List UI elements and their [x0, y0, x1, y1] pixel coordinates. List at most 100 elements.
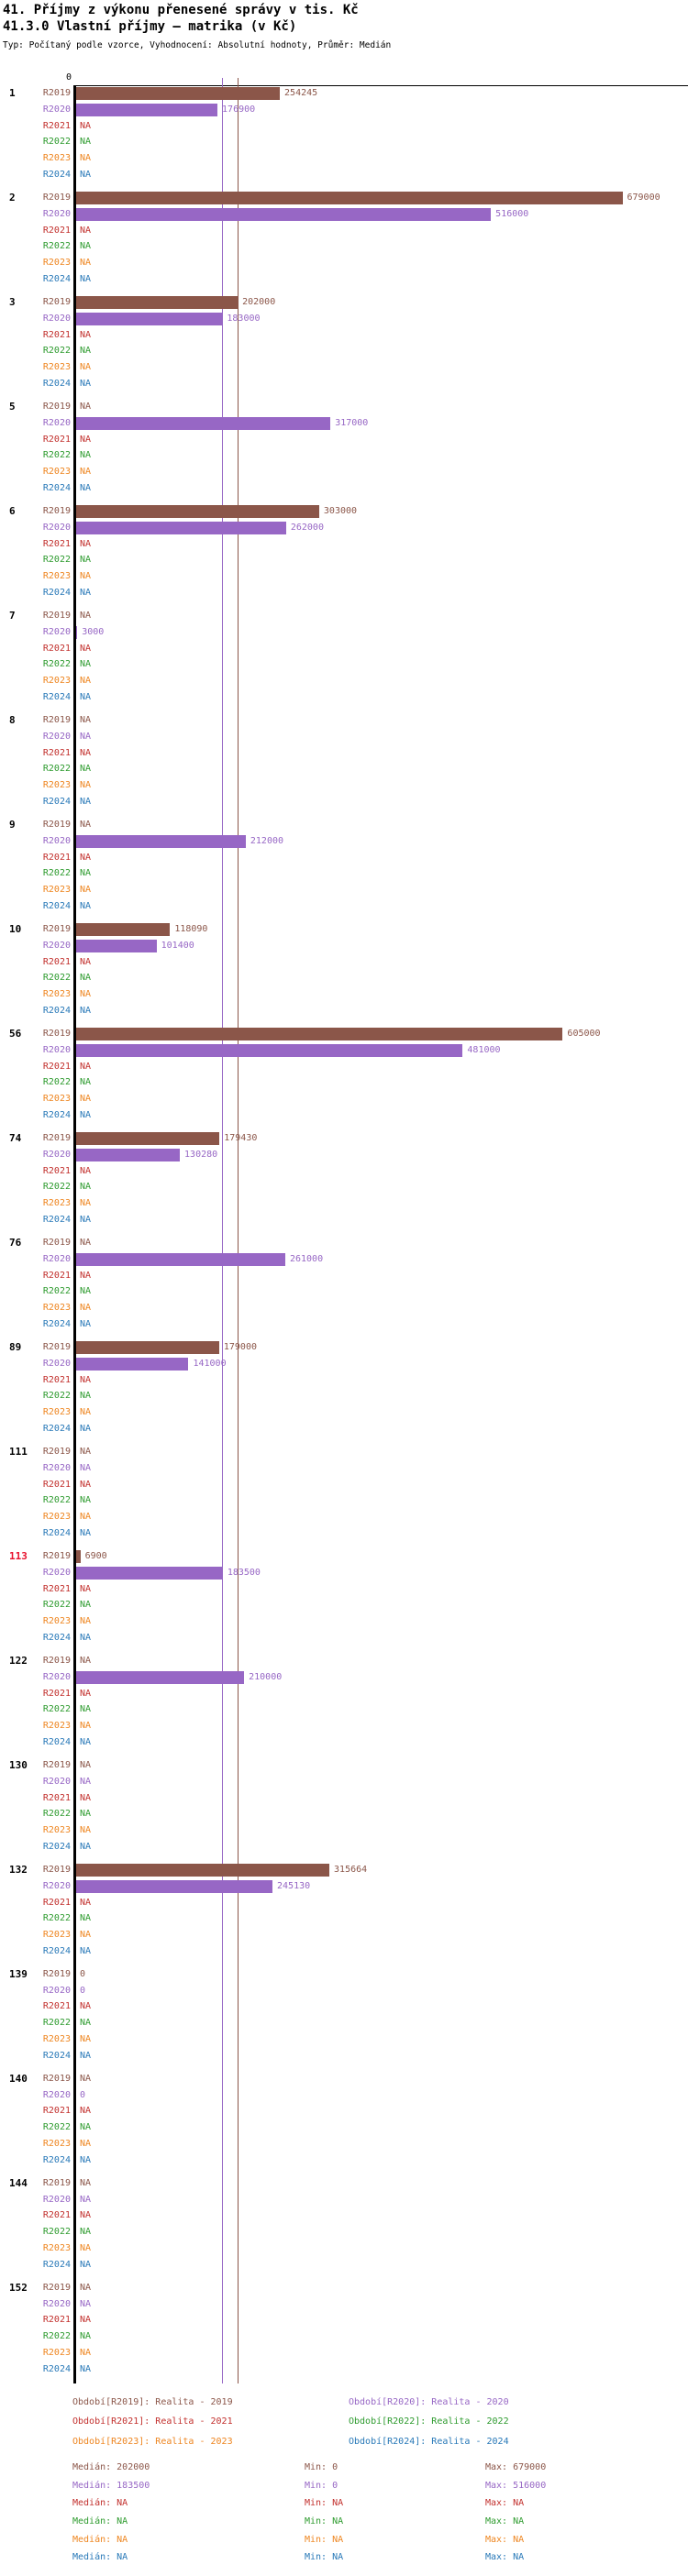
chart-row: R2021 NA [0, 1477, 688, 1493]
chart-row: R2023 NA [0, 1404, 688, 1421]
row-year-label: R2022 [42, 659, 71, 670]
row-year-label: R2024 [42, 796, 71, 807]
na-label: NA [80, 1165, 92, 1176]
value-label: 176900 [222, 105, 256, 116]
chart-row: R2024 NA [0, 1943, 688, 1960]
row-year-label: R2019 [42, 1656, 71, 1667]
value-label: 130280 [184, 1149, 218, 1160]
median-line-r2020 [222, 77, 224, 2383]
stats-row-r2021: Medián: NA Min: NA Max: NA [72, 2494, 660, 2513]
group: 6 R2019 303000 R2020 262000 R2021 NA R2022 NA R20… [0, 503, 688, 600]
row-year-label: R2024 [42, 1005, 71, 1016]
group: 132 R2019 315664 R2020 245130 R2021 NA R2022 NA R… [0, 1862, 688, 1959]
chart-row: R2020 212000 [0, 833, 688, 850]
row-year-label: R2022 [42, 2227, 71, 2238]
legend-item-r2020: Období[R2020]: Realita - 2020 [349, 2397, 509, 2407]
value-bar [76, 1550, 81, 1564]
group: 111 R2019 NA R2020 NA R2021 NA R2022 NA R2023 NA R2… [0, 1444, 688, 1541]
chart-row: R2019 NA [0, 1444, 688, 1460]
chart-row: R2021 NA [0, 1998, 688, 2015]
chart-row: R2020 481000 [0, 1042, 688, 1059]
value-label: 141000 [193, 1358, 227, 1369]
group: 74 R2019 179430 R2020 130280 R2021 NA R2022 NA R2… [0, 1130, 688, 1227]
row-year-label: R2024 [42, 2259, 71, 2270]
na-label: NA [80, 1109, 92, 1120]
value-bar [76, 834, 246, 848]
chart-row: R2024 NA [0, 794, 688, 810]
value-label: 212000 [250, 835, 284, 846]
row-year-label: R2023 [42, 780, 71, 791]
group: 130 R2019 NA R2020 NA R2021 NA R2022 NA R2023 NA R2… [0, 1757, 688, 1855]
value-label: 183500 [227, 1567, 261, 1578]
chart-row: R2022 NA [0, 1597, 688, 1613]
row-year-label: R2020 [42, 1253, 71, 1264]
na-label: NA [80, 1423, 92, 1434]
chart-row: R2024 NA [0, 271, 688, 288]
chart-type-note: Typ: Počítaný podle vzorce, Vyhodnocení:… [3, 40, 392, 50]
na-label: NA [80, 2122, 92, 2133]
row-year-label: R2022 [42, 1704, 71, 1715]
na-label: NA [80, 362, 92, 373]
row-year-label: R2019 [42, 1447, 71, 1458]
row-year-label: R2024 [42, 691, 71, 702]
na-label: NA [80, 611, 92, 622]
value-bar [76, 923, 171, 937]
value-bar [76, 207, 492, 221]
row-year-label: R2019 [42, 1133, 71, 1144]
row-year-label: R2020 [42, 1776, 71, 1787]
na-label: NA [80, 1462, 92, 1473]
row-year-label: R2020 [42, 1462, 71, 1473]
page-subtitle: 41.3.0 Vlastní příjmy – matrika (v Kč) [3, 19, 297, 34]
group: 1 R2019 254245 R2020 176900 R2021 NA R2022 NA R20… [0, 85, 688, 182]
group: 144 R2019 NA R2020 NA R2021 NA R2022 NA R2023 NA R2… [0, 2175, 688, 2273]
na-label: NA [80, 731, 92, 742]
row-year-label: R2021 [42, 329, 71, 340]
group-number: 130 [9, 1759, 28, 1772]
value-label: 245130 [277, 1880, 311, 1891]
chart-row: R2019 0 [0, 1966, 688, 1983]
chart-row: R2020 NA [0, 1460, 688, 1477]
na-label: NA [80, 1391, 92, 1402]
row-year-label: R2022 [42, 1391, 71, 1402]
row-year-label: R2021 [42, 1270, 71, 1281]
chart-row: R2021 NA [0, 432, 688, 448]
zero-value-label: 0 [80, 1969, 86, 1980]
value-bar [76, 103, 218, 116]
row-year-label: R2021 [42, 2001, 71, 2012]
chart-row: R2020 NA [0, 2296, 688, 2313]
value-bar [76, 312, 223, 325]
stat-min: Min: NA [305, 2498, 344, 2509]
chart-row: R2021 NA [0, 1268, 688, 1284]
row-year-label: R2021 [42, 852, 71, 863]
legend: Období[R2019]: Realita - 2019 Období[R202… [72, 2393, 641, 2451]
row-year-label: R2023 [42, 153, 71, 164]
chart-row: R2021 NA [0, 2207, 688, 2224]
chart-row: R2022 NA [0, 1179, 688, 1195]
chart-row: R2023 NA [0, 882, 688, 898]
na-label: NA [80, 378, 92, 389]
value-label: 261000 [289, 1253, 324, 1264]
group: 3 R2019 202000 R2020 183000 R2021 NA R2022 NA R20… [0, 294, 688, 391]
row-year-label: R2021 [42, 538, 71, 549]
page-title: 41. Příjmy z výkonu přenesené správy v t… [3, 3, 359, 17]
row-year-label: R2019 [42, 1342, 71, 1353]
chart-row: R2020 210000 [0, 1669, 688, 1686]
row-year-label: R2020 [42, 1358, 71, 1369]
stat-max: Max: NA [485, 2534, 525, 2545]
row-year-label: R2023 [42, 1094, 71, 1104]
row-year-label: R2023 [42, 467, 71, 478]
legend-item-r2022: Období[R2022]: Realita - 2022 [349, 2416, 509, 2427]
na-label: NA [80, 1945, 92, 1956]
row-year-label: R2024 [42, 482, 71, 493]
group-number: 132 [9, 1864, 28, 1877]
na-label: NA [80, 1511, 92, 1522]
na-label: NA [80, 747, 92, 758]
row-year-label: R2023 [42, 1824, 71, 1835]
legend-item-r2024: Období[R2024]: Realita - 2024 [349, 2436, 509, 2447]
na-label: NA [80, 1374, 92, 1385]
group-number: 9 [9, 819, 16, 831]
value-bar [76, 87, 281, 101]
na-label: NA [80, 2315, 92, 2326]
na-label: NA [80, 796, 92, 807]
group: 139 R2019 0 R2020 0 R2021 NA R2022 NA R2023 NA R202… [0, 1966, 688, 2064]
